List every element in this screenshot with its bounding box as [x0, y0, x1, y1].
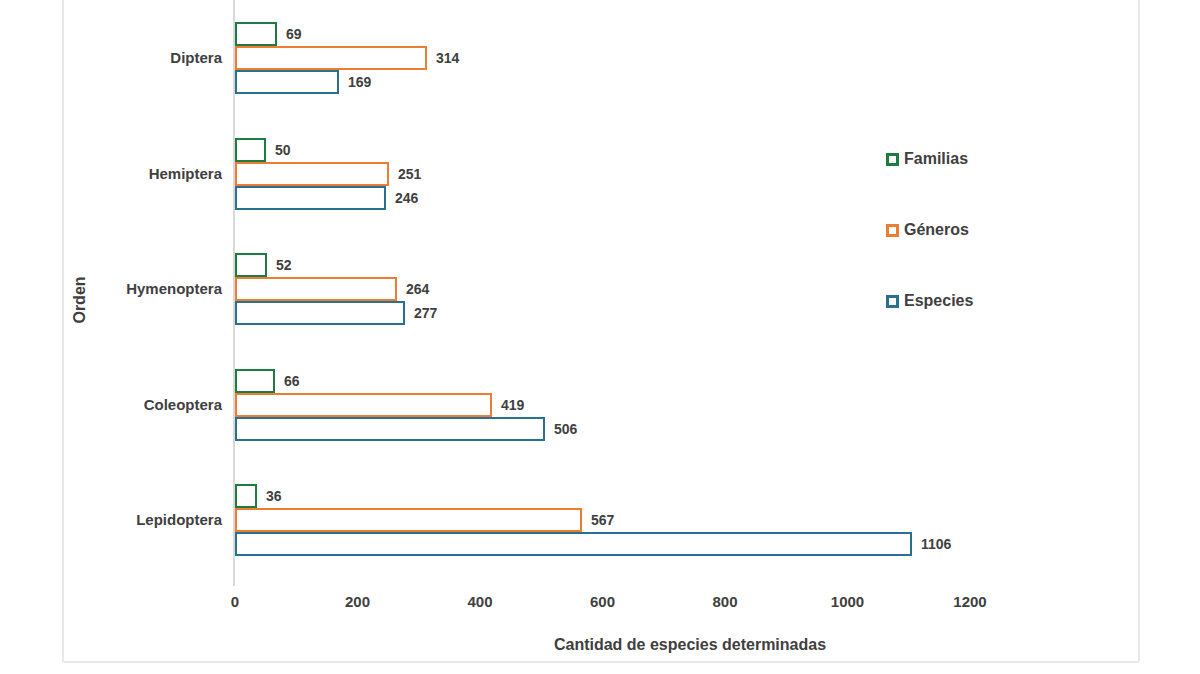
bar-generos-hemiptera	[235, 162, 389, 186]
legend: Familias Géneros Especies	[886, 148, 1026, 318]
legend-item-especies: Especies	[886, 290, 973, 312]
bar-familias-diptera	[235, 22, 277, 46]
bar-especies-hemiptera	[235, 186, 386, 210]
bar-especies-lepidoptera	[235, 532, 912, 556]
value-label-especies-diptera: 169	[348, 73, 371, 91]
legend-label-familias: Familias	[904, 150, 968, 168]
bar-especies-coleoptera	[235, 417, 545, 441]
value-label-especies-hemiptera: 246	[395, 189, 418, 207]
value-label-generos-hymenoptera: 264	[406, 280, 429, 298]
category-label-lepidoptera: Lepidoptera	[70, 510, 222, 530]
x-tick-200: 200	[316, 592, 400, 612]
value-label-especies-lepidoptera: 1106	[921, 535, 951, 553]
legend-label-especies: Especies	[904, 292, 973, 310]
category-label-coleoptera: Coleoptera	[70, 395, 222, 415]
x-tick-0: 0	[193, 592, 277, 612]
value-label-familias-lepidoptera: 36	[266, 487, 282, 505]
bar-familias-hymenoptera	[235, 253, 267, 277]
x-tick-400: 400	[438, 592, 522, 612]
category-label-hemiptera: Hemiptera	[70, 164, 222, 184]
x-tick-800: 800	[683, 592, 767, 612]
x-tick-1000: 1000	[806, 592, 890, 612]
value-label-generos-diptera: 314	[436, 49, 459, 67]
value-label-familias-coleoptera: 66	[284, 372, 300, 390]
x-tick-600: 600	[561, 592, 645, 612]
familias-swatch-icon	[886, 153, 899, 166]
bar-familias-hemiptera	[235, 138, 266, 162]
value-label-especies-hymenoptera: 277	[414, 304, 437, 322]
bar-generos-lepidoptera	[235, 508, 582, 532]
category-label-diptera: Diptera	[70, 48, 222, 68]
chart: Diptera69314169Hemiptera50251246Hymenopt…	[0, 0, 1200, 674]
x-axis-title: Cantidad de especies determinadas	[440, 636, 940, 654]
y-axis-title: Orden	[71, 265, 93, 335]
especies-swatch-icon	[886, 295, 899, 308]
value-label-generos-coleoptera: 419	[501, 396, 524, 414]
value-label-familias-hemiptera: 50	[275, 141, 291, 159]
bar-generos-diptera	[235, 46, 427, 70]
legend-item-familias: Familias	[886, 148, 968, 170]
bar-generos-hymenoptera	[235, 277, 397, 301]
generos-swatch-icon	[886, 224, 899, 237]
bar-especies-diptera	[235, 70, 339, 94]
legend-label-generos: Géneros	[904, 221, 969, 239]
value-label-generos-hemiptera: 251	[398, 165, 421, 183]
bar-familias-lepidoptera	[235, 484, 257, 508]
value-label-familias-hymenoptera: 52	[276, 256, 292, 274]
bar-generos-coleoptera	[235, 393, 492, 417]
chart-border	[62, 0, 1140, 663]
bar-familias-coleoptera	[235, 369, 275, 393]
bar-especies-hymenoptera	[235, 301, 405, 325]
x-tick-1200: 1200	[928, 592, 1012, 612]
value-label-especies-coleoptera: 506	[554, 420, 577, 438]
value-label-generos-lepidoptera: 567	[591, 511, 614, 529]
value-label-familias-diptera: 69	[286, 25, 302, 43]
legend-item-generos: Géneros	[886, 219, 969, 241]
